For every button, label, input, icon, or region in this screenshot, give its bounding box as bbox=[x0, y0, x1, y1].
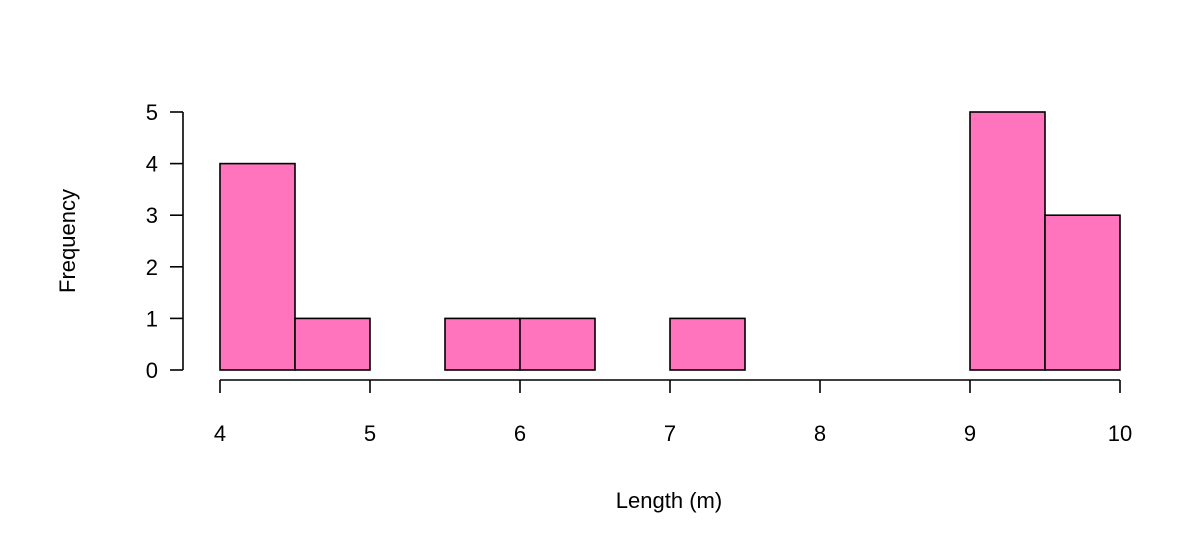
x-axis: 4 5 6 7 8 9 10 bbox=[214, 379, 1132, 446]
histogram-bar bbox=[444, 317, 521, 371]
x-tick-label: 9 bbox=[964, 421, 976, 446]
histogram-bar bbox=[969, 111, 1046, 371]
x-tick-label: 8 bbox=[814, 421, 826, 446]
y-tick-label: 2 bbox=[146, 255, 158, 280]
y-tick-label: 1 bbox=[146, 306, 158, 331]
x-tick-label: 5 bbox=[364, 421, 376, 446]
y-tick-label: 4 bbox=[146, 152, 158, 177]
histogram-bar bbox=[519, 317, 596, 371]
x-tick-label: 7 bbox=[664, 421, 676, 446]
histogram-bar bbox=[669, 317, 746, 371]
x-tick-label: 4 bbox=[214, 421, 226, 446]
histogram-bar bbox=[294, 317, 371, 371]
y-tick-label: 0 bbox=[146, 358, 158, 383]
y-axis: 0 1 2 3 4 5 bbox=[146, 100, 184, 383]
x-axis-label: Length (m) bbox=[616, 488, 722, 513]
histogram-bar bbox=[1044, 214, 1121, 371]
y-tick-label: 3 bbox=[146, 203, 158, 228]
y-tick-label: 5 bbox=[146, 100, 158, 125]
y-axis-label: Frequency bbox=[55, 189, 80, 293]
x-tick-label: 10 bbox=[1108, 421, 1132, 446]
histogram-bar bbox=[219, 162, 296, 371]
bars-group bbox=[219, 111, 1121, 371]
x-tick-label: 6 bbox=[514, 421, 526, 446]
